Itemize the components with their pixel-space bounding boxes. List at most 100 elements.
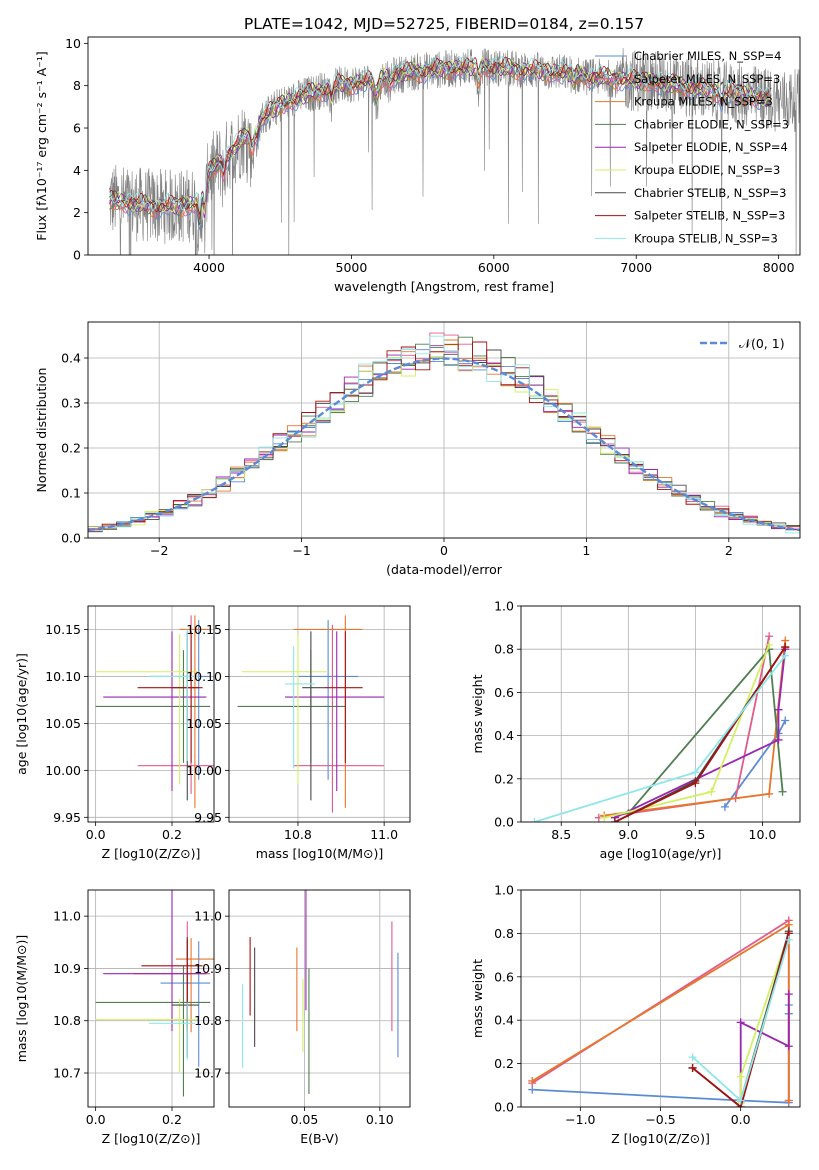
y-tick-label: 0.0	[494, 1100, 514, 1115]
model-spectrum-line-1	[109, 64, 772, 231]
y-axis-label: Flux [fλ10⁻¹⁷ erg cm⁻² s⁻¹ A⁻¹]	[34, 51, 49, 240]
y-tick-label: 10.8	[194, 1013, 222, 1028]
y-tick-label: 0.2	[61, 441, 81, 456]
weight-marker	[610, 818, 619, 822]
weight-marker	[784, 990, 793, 999]
y-tick-label: 10.9	[194, 961, 222, 976]
plot-area	[95, 890, 214, 1097]
y-tick-label: 10.8	[53, 1013, 81, 1028]
y-tick-label: 1.0	[494, 599, 514, 614]
y-tick-label: 10.10	[45, 669, 81, 684]
axes-frame	[520, 889, 801, 1108]
x-tick-label: 4000	[193, 260, 225, 275]
weight-marker	[784, 1042, 793, 1051]
weight-marker	[765, 640, 774, 649]
axes-frame	[87, 321, 801, 539]
ticks: 4000 5000 6000 7000 8000 0 2 4 6 8 10	[65, 36, 794, 275]
legend-entry: Chabrier ELODIE, N_SSP=3	[634, 117, 789, 131]
x-axis-label: Z [log10(Z/Z⊙)]	[611, 1131, 710, 1146]
legend-entry: Kroupa STELIB, N_SSP=3	[634, 231, 778, 245]
ticks: 8.5 9.0 9.5 10.0 0.0 0.2 0.4 0.6 0.8 1.0	[494, 599, 776, 843]
plot-area	[88, 332, 800, 534]
weight-marker	[707, 787, 716, 796]
y-tick-label: 0.6	[494, 685, 514, 700]
y-tick-label: 8	[73, 78, 81, 93]
ticks: −2 −1 0 1 2 0.0 0.1 0.2 0.3 0.4	[61, 351, 733, 559]
x-axis-label: wavelength [Angstrom, rest frame]	[334, 279, 554, 294]
axes-frame	[87, 36, 801, 256]
x-axis-label: (data-model)/error	[386, 562, 503, 577]
x-axis-label: age [log10(age/yr)]	[600, 846, 722, 861]
residual-legend: 𝒩(0, 1)	[700, 336, 785, 351]
normal-distribution-curve	[88, 357, 800, 532]
spectrum-legend: Chabrier MILES, N_SSP=4 Salpeter MILES, N…	[595, 49, 789, 245]
weight-marker	[688, 1063, 697, 1072]
weight-marker	[781, 651, 790, 660]
y-tick-label: 0.8	[494, 642, 514, 657]
y-tick-label: 0.8	[494, 926, 514, 941]
x-tick-label: −1	[292, 543, 310, 558]
y-tick-label: 10.10	[186, 669, 222, 684]
model-spectrum-line-7	[109, 57, 772, 226]
legend-entry: Salpeter STELIB, N_SSP=3	[634, 209, 785, 223]
plot-area	[242, 890, 399, 1094]
grid-lines	[229, 606, 410, 822]
x-tick-label: 5000	[336, 260, 368, 275]
ticks: 10.8 11.0 9.95 10.00 10.05 10.10 10.15	[186, 622, 398, 842]
y-tick-label: 10.15	[45, 622, 81, 637]
weight-marker	[784, 1096, 793, 1105]
legend-entry: Chabrier MILES, N_SSP=4	[634, 49, 781, 63]
x-tick-label: 0.10	[366, 1112, 394, 1127]
ticks: −1.0 −0.5 0.0 0.0 0.2 0.4 0.6 0.8 1.0	[494, 883, 751, 1128]
residuals-histogram-panel: −2 −1 0 1 2 0.0 0.1 0.2 0.3 0.4 (data-model)/error…	[34, 321, 801, 577]
weight-line-6	[603, 644, 770, 819]
axes-frame	[228, 889, 411, 1108]
x-tick-label: −1.0	[565, 1112, 595, 1127]
weight-marker	[784, 935, 793, 944]
axes-frame	[520, 605, 801, 823]
grid-lines	[521, 605, 800, 823]
weight-line-4	[627, 647, 784, 814]
y-axis-label: Normed distribution	[34, 368, 49, 493]
weight-marker	[781, 643, 790, 652]
age-vs-metallicity-panel: 0.0 0.2 9.95 10.00 10.05 10.10 10.15 Z [log10(Z…	[14, 605, 215, 861]
weight-line-5	[739, 994, 790, 1103]
y-tick-label: 11.0	[53, 909, 81, 924]
y-tick-label: 10.00	[45, 763, 81, 778]
x-tick-label: 0	[440, 543, 448, 558]
y-tick-label: 4	[73, 163, 81, 178]
weight-marker	[530, 818, 539, 822]
y-tick-label: 2	[73, 205, 81, 220]
weight-marker	[736, 1096, 745, 1105]
y-tick-label: 0.1	[61, 486, 81, 501]
grid-lines	[229, 890, 410, 1107]
weight-marker	[736, 1018, 745, 1027]
x-tick-label: 1	[582, 543, 590, 558]
x-tick-label: 10.0	[749, 827, 777, 842]
x-tick-label: 2	[725, 543, 733, 558]
x-tick-label: −2	[150, 543, 168, 558]
y-tick-label: 10.05	[45, 716, 81, 731]
legend-entry: Salpeter MILES, N_SSP=3	[634, 72, 780, 86]
y-tick-label: 6	[73, 121, 81, 136]
model-spectrum-line-4	[109, 60, 772, 221]
x-tick-label: 10.8	[284, 827, 312, 842]
y-tick-label: 0.6	[494, 969, 514, 984]
weight-marker	[600, 813, 609, 822]
x-tick-label: −0.5	[645, 1112, 675, 1127]
x-tick-label: 0.0	[86, 1112, 106, 1127]
x-tick-label: 0.2	[162, 1112, 182, 1127]
weight-marker	[736, 1072, 745, 1081]
observed-spectrum-line	[109, 47, 800, 255]
legend-entry: 𝒩(0, 1)	[739, 336, 785, 351]
y-axis-label: mass [log10(M/M⊙)]	[14, 935, 29, 1063]
y-tick-label: 0.0	[494, 815, 514, 830]
weight-marker	[765, 789, 774, 798]
y-tick-label: 0.2	[494, 1056, 514, 1071]
mass-vs-extinction-panel: 0.05 0.10 10.7 10.8 10.9 11.0 E(B-V)	[194, 889, 411, 1146]
model-spectrum-line-5	[109, 58, 772, 220]
y-tick-label: 10.9	[53, 961, 81, 976]
x-tick-label: 6000	[478, 260, 510, 275]
x-axis-label: E(B-V)	[300, 1131, 339, 1146]
